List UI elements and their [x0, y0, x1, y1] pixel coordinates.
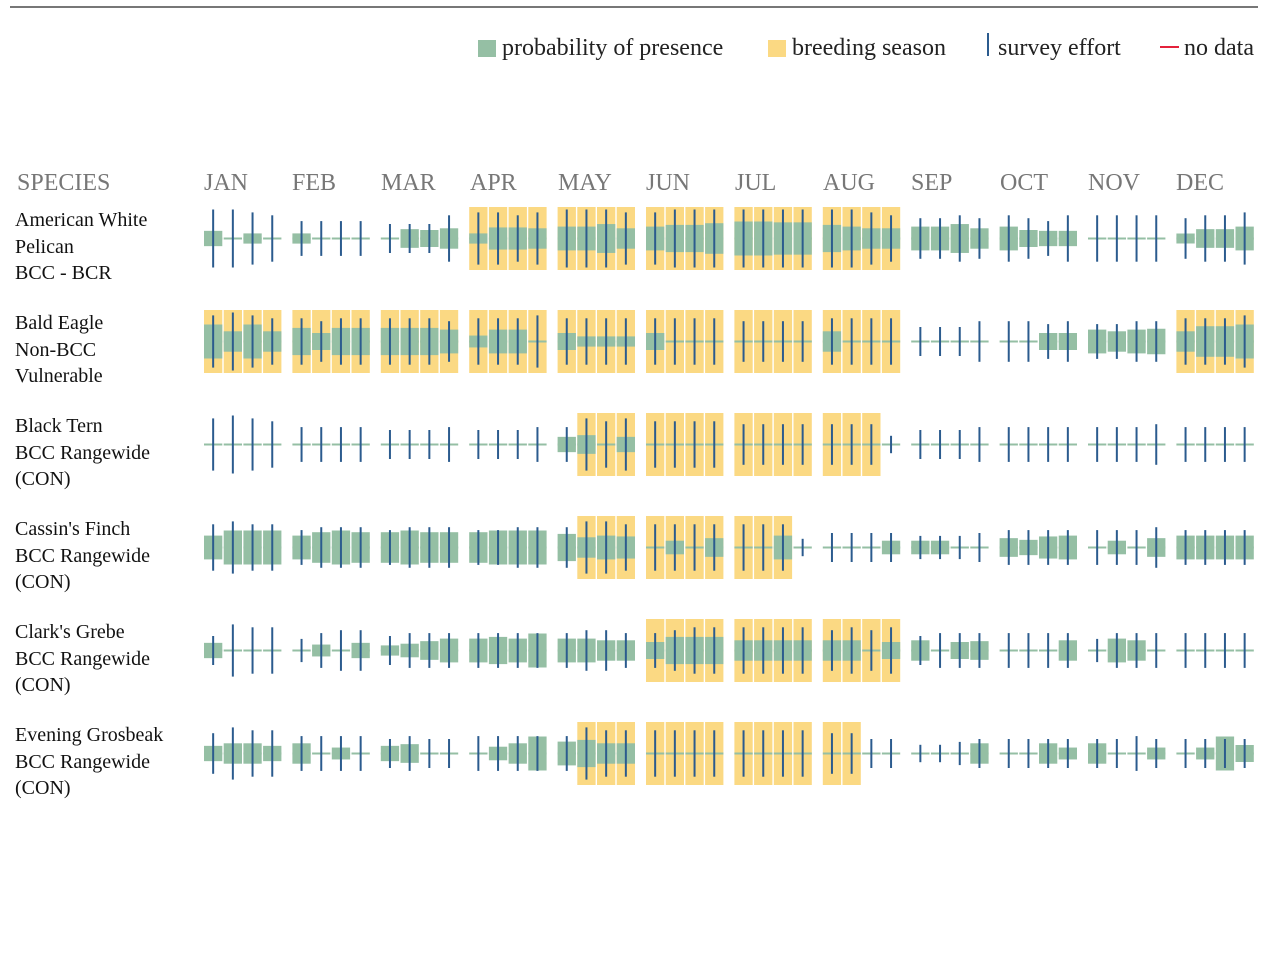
species-name-line: Cassin's Finch	[15, 518, 131, 540]
month-label-may: MAY	[558, 170, 612, 196]
legend: probability of presence breeding season …	[0, 33, 1258, 65]
species-label-cassins-finch: Cassin's Finch BCC Rangewide (CON)	[15, 516, 150, 596]
species-status-line: BCC Rangewide	[15, 750, 150, 773]
month-label-sep: SEP	[911, 170, 953, 196]
month-label-jan: JAN	[204, 170, 249, 196]
species-label-black-tern: Black Tern BCC Rangewide (CON)	[15, 413, 150, 493]
species-status-line: (CON)	[15, 777, 71, 799]
month-header: SPECIES JAN FEB MAR APR MAY JUN JUL AUG …	[0, 170, 1270, 202]
species-status-line: BCC Rangewide	[15, 544, 150, 567]
month-label-mar: MAR	[381, 170, 436, 196]
species-status-line: BCC - BCR	[15, 262, 112, 284]
legend-effort-label: survey effort	[998, 35, 1121, 61]
legend-nodata-label: no data	[1184, 35, 1254, 61]
month-label-nov: NOV	[1088, 170, 1140, 196]
species-name-line: Bald Eagle	[15, 312, 104, 334]
species-label-clarks-grebe: Clark's Grebe BCC Rangewide (CON)	[15, 619, 150, 699]
month-label-aug: AUG	[823, 170, 875, 196]
species-label-bald-eagle: Bald Eagle Non-BCC Vulnerable	[15, 310, 103, 390]
month-label-dec: DEC	[1176, 170, 1224, 196]
species-name-line: American White	[15, 209, 148, 231]
breeding-swatch	[768, 40, 786, 57]
species-label-american-white-pelican: American White Pelican BCC - BCR	[15, 207, 147, 287]
nodata-swatch	[1160, 46, 1179, 48]
top-rule	[10, 6, 1258, 8]
species-label-evening-grosbeak: Evening Grosbeak BCC Rangewide (CON)	[15, 722, 163, 802]
species-status-line: (CON)	[15, 468, 71, 490]
species-status-line: (CON)	[15, 571, 71, 593]
legend-presence-label: probability of presence	[502, 35, 724, 61]
species-status-line: BCC Rangewide	[15, 441, 150, 464]
species-name-line: Evening Grosbeak	[15, 724, 164, 746]
species-column-header: SPECIES	[17, 170, 111, 196]
legend-breeding-label: breeding season	[792, 35, 946, 61]
effort-swatch	[987, 33, 989, 56]
month-label-jun: JUN	[646, 170, 691, 196]
month-label-jul: JUL	[735, 170, 777, 196]
month-label-oct: OCT	[1000, 170, 1048, 196]
species-status-line: Vulnerable	[15, 365, 103, 387]
species-status-line: BCC Rangewide	[15, 647, 150, 670]
species-status-line: Non-BCC	[15, 338, 97, 361]
species-name-line: Black Tern	[15, 415, 103, 437]
species-status-line: (CON)	[15, 674, 71, 696]
month-label-apr: APR	[470, 170, 517, 196]
presence-swatch	[478, 40, 496, 57]
species-name-line: Clark's Grebe	[15, 621, 125, 643]
species-name-line: Pelican	[15, 235, 74, 258]
month-label-feb: FEB	[292, 170, 337, 196]
